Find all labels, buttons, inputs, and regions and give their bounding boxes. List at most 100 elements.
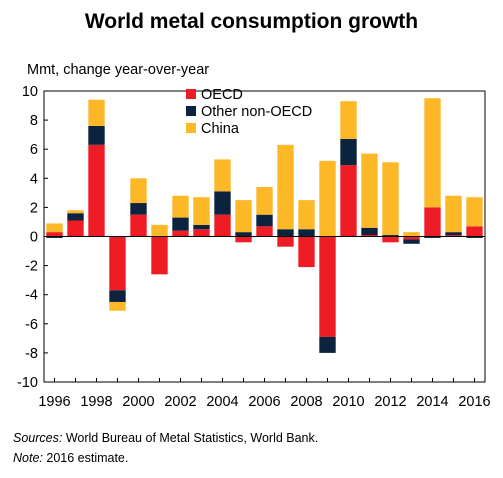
bar-oecd-2003 [193, 229, 210, 237]
bar-other-non-oecd-2013 [403, 239, 420, 244]
bar-oecd-2013 [403, 236, 420, 240]
bar-other-non-oecd-2010 [340, 139, 357, 166]
bar-other-non-oecd-2009 [319, 336, 336, 353]
bar-other-non-oecd-2007 [277, 229, 294, 237]
bar-other-non-oecd-2002 [172, 217, 189, 231]
x-tick-label: 2008 [290, 394, 322, 410]
bar-oecd-2007 [277, 236, 294, 247]
y-tick-label: -10 [17, 375, 38, 391]
bar-other-non-oecd-2005 [235, 232, 252, 237]
bar-oecd-2004 [214, 214, 231, 237]
estimate-note: Note: 2016 estimate. [13, 451, 128, 465]
x-tick-label: 2002 [164, 394, 196, 410]
x-tick-label: 1998 [80, 394, 112, 410]
bar-china-2016 [466, 197, 483, 227]
bar-other-non-oecd-2003 [193, 224, 210, 230]
bar-china-2013 [403, 232, 420, 237]
legend-swatch [186, 89, 196, 99]
bar-oecd-2001 [151, 236, 168, 275]
bar-china-2004 [214, 159, 231, 192]
bar-oecd-1998 [88, 144, 105, 237]
x-tick-label: 2014 [416, 394, 448, 410]
bar-china-2011 [361, 153, 378, 228]
note-label: Note: [13, 451, 43, 465]
bar-china-1999 [109, 301, 126, 311]
bars-layer [46, 98, 483, 353]
y-tick-label: 8 [30, 113, 38, 129]
y-axis-label: Mmt, change year-over-year [27, 62, 210, 78]
y-tick-label: -6 [25, 317, 38, 333]
note-text: 2016 estimate. [42, 451, 129, 465]
y-tick-label: 10 [22, 84, 38, 100]
x-tick-label: 2010 [332, 394, 364, 410]
bar-china-1996 [46, 223, 63, 233]
bar-oecd-2012 [382, 236, 399, 243]
bar-other-non-oecd-1998 [88, 125, 105, 145]
bar-oecd-2006 [256, 226, 273, 237]
bar-oecd-2015 [445, 235, 462, 237]
bar-oecd-1996 [46, 232, 63, 237]
x-tick-label: 2006 [248, 394, 280, 410]
bar-china-2002 [172, 195, 189, 218]
sources-text: World Bureau of Metal Statistics, World … [62, 431, 319, 445]
bar-other-non-oecd-2004 [214, 191, 231, 215]
bar-oecd-2011 [361, 235, 378, 237]
bar-other-non-oecd-2015 [445, 232, 462, 236]
bar-other-non-oecd-2016 [466, 236, 483, 238]
bar-oecd-2016 [466, 226, 483, 237]
bar-china-2000 [130, 178, 147, 204]
bar-oecd-2002 [172, 230, 189, 237]
bar-china-1998 [88, 99, 105, 126]
bar-other-non-oecd-2014 [424, 236, 441, 238]
bar-china-1997 [67, 210, 84, 214]
legend-swatch [186, 106, 196, 116]
bar-other-non-oecd-2012 [382, 235, 399, 237]
y-tick-label: 4 [30, 171, 38, 187]
legend-swatch [186, 123, 196, 133]
chart-title: World metal consumption growth [84, 10, 419, 33]
sources-label: Sources: [13, 431, 63, 445]
bar-oecd-2009 [319, 236, 336, 337]
y-tick-label: -8 [25, 346, 38, 362]
bar-china-2015 [445, 195, 462, 233]
bar-other-non-oecd-2006 [256, 214, 273, 227]
y-tick-label: -4 [25, 288, 38, 304]
legend-label: China [201, 121, 240, 137]
bar-other-non-oecd-1999 [109, 290, 126, 302]
bar-oecd-2010 [340, 165, 357, 237]
y-tick-label: 0 [30, 230, 38, 246]
bar-oecd-2008 [298, 236, 315, 268]
legend-label: Other non-OECD [201, 104, 312, 120]
bar-other-non-oecd-1996 [46, 236, 63, 238]
bar-china-2008 [298, 200, 315, 230]
bar-china-2006 [256, 187, 273, 215]
bar-oecd-1997 [67, 220, 84, 237]
x-tick-label: 1996 [38, 394, 70, 410]
x-tick-label: 2000 [122, 394, 154, 410]
y-tick-label: 6 [30, 142, 38, 158]
bar-other-non-oecd-2000 [130, 203, 147, 215]
bar-other-non-oecd-2008 [298, 229, 315, 237]
bar-oecd-2000 [130, 214, 147, 237]
x-tick-label: 2004 [206, 394, 238, 410]
bar-oecd-2014 [424, 207, 441, 237]
y-tick-label: -2 [25, 259, 38, 275]
bar-china-2014 [424, 98, 441, 208]
bar-china-2009 [319, 160, 336, 237]
bar-china-2003 [193, 197, 210, 225]
bar-oecd-2005 [235, 236, 252, 243]
bar-other-non-oecd-2011 [361, 227, 378, 236]
bar-china-2005 [235, 200, 252, 233]
legend-label: OECD [201, 87, 243, 103]
x-tick-label: 2016 [458, 394, 490, 410]
bar-other-non-oecd-1997 [67, 213, 84, 221]
bar-china-2010 [340, 101, 357, 140]
sources-note: Sources: World Bureau of Metal Statistic… [13, 431, 318, 445]
bar-china-2012 [382, 162, 399, 236]
bar-oecd-1999 [109, 236, 126, 291]
bar-china-2001 [151, 224, 168, 237]
bar-china-2007 [277, 144, 294, 230]
